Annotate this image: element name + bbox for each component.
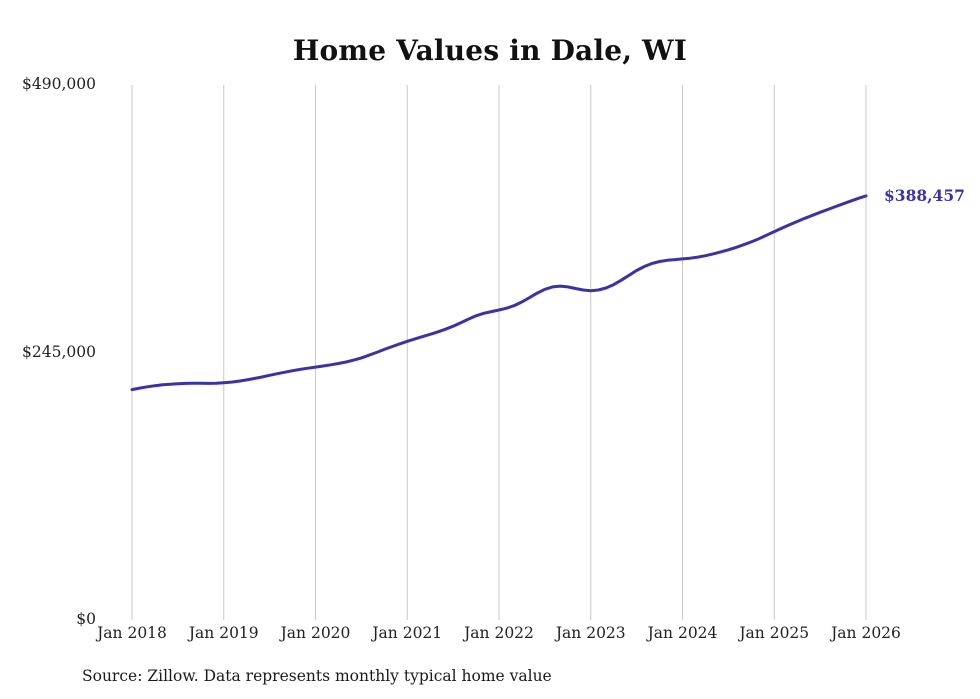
x-tick-label: Jan 2024 [647, 624, 718, 642]
chart-title: Home Values in Dale, WI [292, 34, 688, 67]
x-tick-label: Jan 2020 [280, 624, 351, 642]
home-value-line [130, 194, 868, 392]
x-tick-label: Jan 2021 [372, 624, 443, 642]
source-note: Source: Zillow. Data represents monthly … [82, 667, 552, 685]
y-tick-label: $0 [76, 610, 96, 628]
y-tick-label: $245,000 [22, 342, 96, 361]
x-tick-label: Jan 2023 [555, 624, 626, 642]
y-tick-label: $490,000 [22, 75, 96, 93]
x-tick-label: Jan 2025 [739, 624, 810, 642]
x-tick-label: Jan 2019 [188, 624, 259, 642]
x-tick-label: Jan 2018 [97, 624, 167, 642]
x-tick-label: Jan 2022 [464, 624, 534, 642]
x-tick-label: Jan 2026 [831, 624, 901, 642]
final-value-label: $388,457 [884, 185, 965, 205]
